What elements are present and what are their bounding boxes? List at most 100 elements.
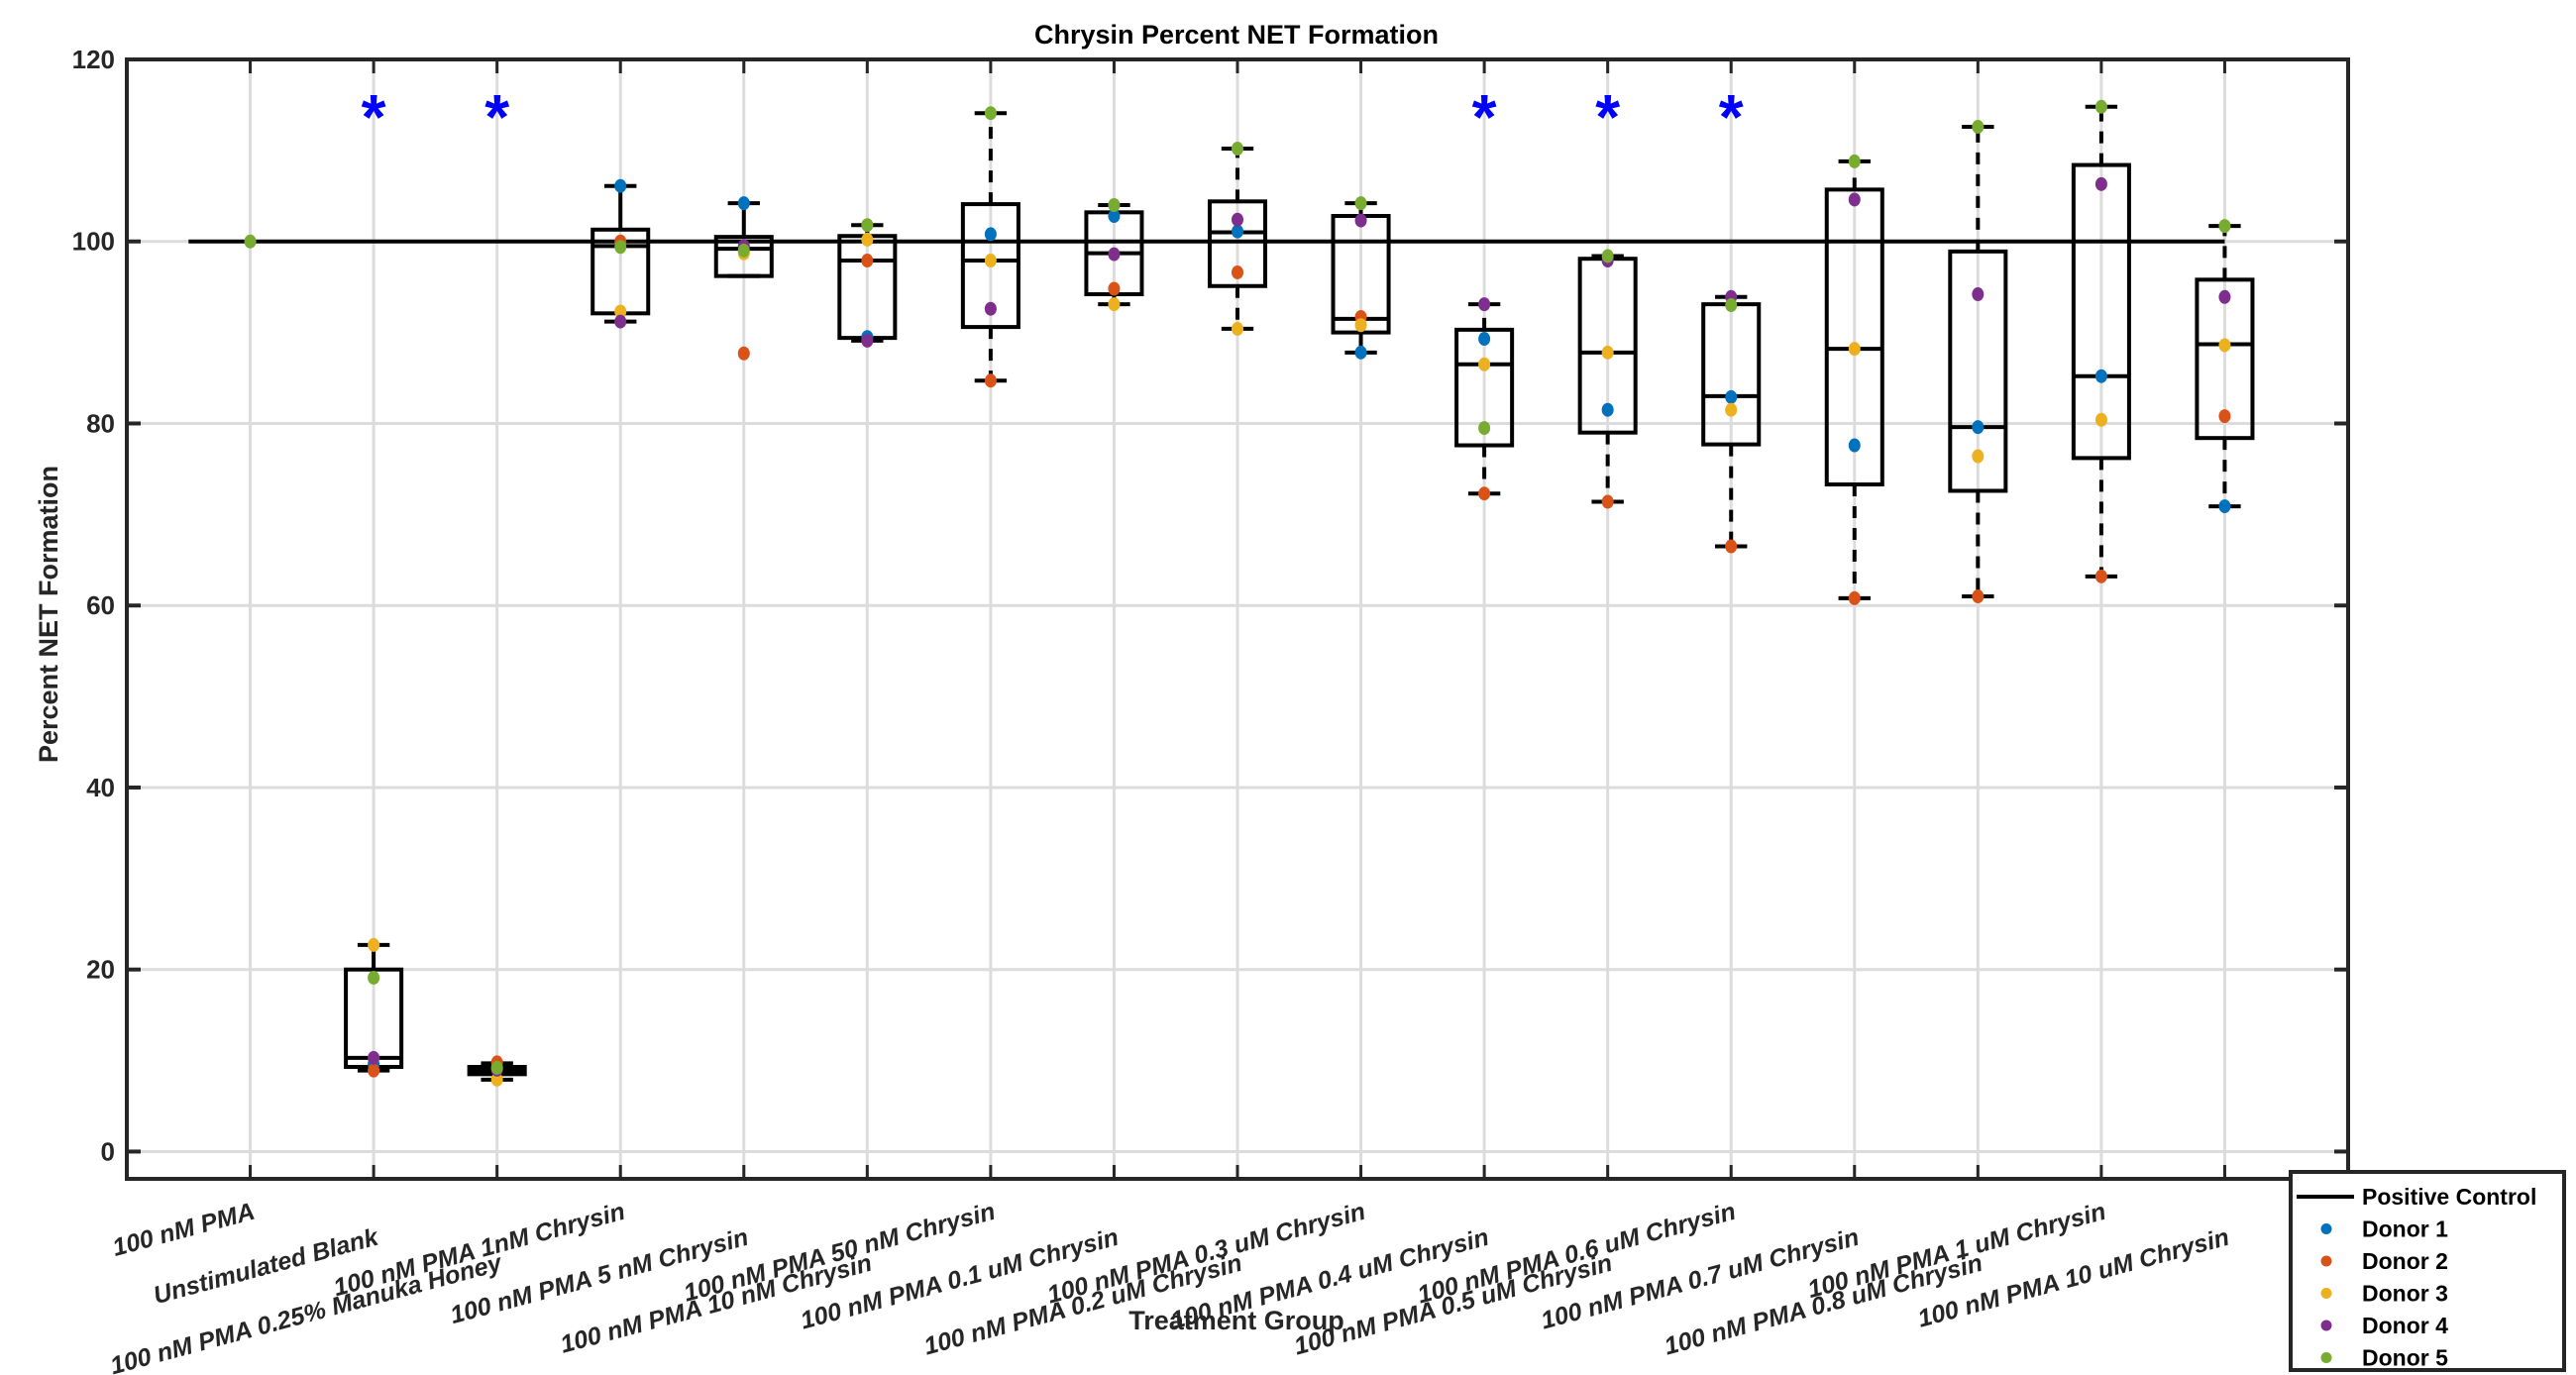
data-point-donor-3 <box>1108 297 1121 312</box>
data-point-donor-4 <box>1108 247 1121 262</box>
box-iqr <box>1207 199 1268 288</box>
legend-label: Donor 5 <box>2362 1345 2448 1371</box>
data-point-donor-1 <box>1601 402 1614 417</box>
legend: Positive Control Donor 1 Donor 2 Donor 3 Don… <box>2289 1170 2566 1372</box>
data-point-donor-5 <box>737 243 750 258</box>
data-point-donor-1 <box>1108 209 1121 224</box>
data-point-donor-1 <box>2218 499 2231 514</box>
significance-star: * <box>1719 81 1744 153</box>
data-point-donor-3 <box>1848 342 1861 357</box>
data-point-donor-3 <box>1601 345 1614 360</box>
legend-item: Donor 2 <box>2320 1248 2448 1274</box>
y-tick-labels: 0 20 40 60 80 100 120 <box>72 45 115 1166</box>
legend-label: Positive Control <box>2362 1184 2536 1210</box>
data-point-donor-2 <box>737 346 750 361</box>
box-iqr <box>2195 277 2255 441</box>
y-tick-label: 0 <box>101 1136 115 1166</box>
data-point-donor-1 <box>1354 345 1367 360</box>
data-point-donor-4 <box>1478 297 1491 312</box>
data-point-donor-3 <box>2094 412 2107 427</box>
data-point-donor-1 <box>984 227 997 242</box>
legend-label: Donor 4 <box>2362 1313 2448 1338</box>
data-point-donor-5 <box>1725 298 1738 313</box>
data-point-donor-5 <box>1972 119 1985 134</box>
data-point-donor-4 <box>614 314 627 329</box>
legend-label: Donor 3 <box>2362 1281 2448 1307</box>
box-iqr <box>1454 327 1515 448</box>
data-point-donor-3 <box>490 1072 503 1087</box>
data-point-donor-1 <box>1725 389 1738 404</box>
data-point-donor-1 <box>2094 369 2107 383</box>
data-point-donor-2 <box>1108 281 1121 296</box>
box-iqr <box>1948 249 2008 493</box>
legend-item: Positive Control <box>2297 1184 2536 1210</box>
data-point-donor-5 <box>1354 196 1367 211</box>
data-point-donor-2 <box>1232 264 1243 279</box>
data-point-donor-3 <box>1354 318 1367 333</box>
data-point-donor-5 <box>2094 99 2107 114</box>
data-point-donor-2 <box>2094 569 2107 583</box>
x-axis-label: Treatment Group <box>1128 1306 1344 1335</box>
data-point-donor-2 <box>368 1063 380 1078</box>
legend-dot-icon <box>2320 1255 2332 1267</box>
data-point-donor-3 <box>984 254 997 268</box>
data-point-donor-1 <box>1972 420 1985 435</box>
data-point-donor-2 <box>1848 590 1861 605</box>
significance-star: * <box>1472 81 1497 153</box>
legend-label: Donor 1 <box>2362 1216 2448 1242</box>
data-point-donor-3 <box>1725 402 1738 417</box>
y-tick-label: 100 <box>72 227 115 257</box>
legend-dot-icon <box>2320 1288 2332 1299</box>
y-tick-label: 60 <box>86 590 115 620</box>
data-point-donor-4 <box>1972 287 1985 302</box>
y-tick-label: 20 <box>86 955 115 985</box>
significance-star: * <box>484 81 509 153</box>
data-points-layer <box>244 99 2231 1087</box>
data-point-donor-5 <box>984 106 997 121</box>
legend-item: Donor 4 <box>2320 1313 2448 1338</box>
data-point-donor-3 <box>2218 338 2231 353</box>
data-point-donor-2 <box>1972 589 1985 604</box>
data-point-donor-5 <box>1601 249 1614 264</box>
data-point-donor-4 <box>861 333 874 348</box>
data-point-donor-4 <box>2218 289 2231 304</box>
data-point-donor-3 <box>1232 321 1243 336</box>
boxplot <box>2195 224 2255 509</box>
data-point-donor-2 <box>1478 486 1491 501</box>
data-point-donor-1 <box>1232 224 1243 239</box>
legend-label: Donor 2 <box>2362 1248 2448 1274</box>
data-point-donor-2 <box>2218 409 2231 424</box>
data-point-donor-1 <box>737 196 750 211</box>
data-point-donor-2 <box>1601 494 1614 509</box>
y-tick-label: 40 <box>86 773 115 802</box>
data-point-donor-4 <box>1848 192 1861 207</box>
data-point-donor-5 <box>861 218 874 233</box>
data-point-donor-5 <box>490 1060 503 1075</box>
data-point-donor-4 <box>368 1050 380 1065</box>
data-point-donor-3 <box>614 304 627 319</box>
data-point-donor-5 <box>244 234 257 249</box>
legend-item: Donor 3 <box>2320 1281 2448 1307</box>
data-point-donor-1 <box>1848 438 1861 453</box>
data-point-donor-3 <box>368 937 380 952</box>
data-point-donor-5 <box>1232 142 1243 157</box>
box-iqr <box>2071 162 2131 461</box>
data-point-donor-1 <box>1478 332 1491 347</box>
legend-box <box>2289 1170 2566 1372</box>
data-point-donor-1 <box>614 178 627 193</box>
legend-item: Donor 5 <box>2320 1345 2448 1371</box>
legend-dot-icon <box>2320 1320 2332 1331</box>
data-point-donor-3 <box>1972 449 1985 464</box>
data-point-donor-4 <box>1232 212 1243 227</box>
data-point-donor-3 <box>861 232 874 247</box>
chart-title: Chrysin Percent NET Formation <box>1034 20 1439 50</box>
box-iqr <box>960 202 1020 330</box>
data-point-donor-4 <box>984 301 997 316</box>
box-iqr <box>713 235 774 278</box>
y-tick-label: 80 <box>86 408 115 438</box>
significance-layer: * * * * * <box>362 81 1744 153</box>
significance-star: * <box>362 81 386 153</box>
data-point-donor-5 <box>1478 421 1491 436</box>
